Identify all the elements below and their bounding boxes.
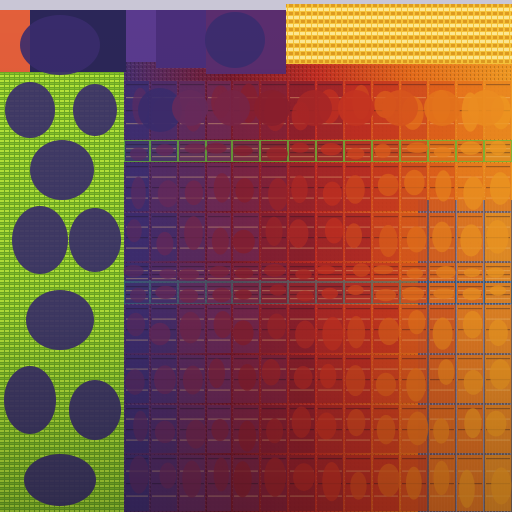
die-shade	[0, 0, 512, 512]
die-micrograph-image	[0, 0, 512, 512]
